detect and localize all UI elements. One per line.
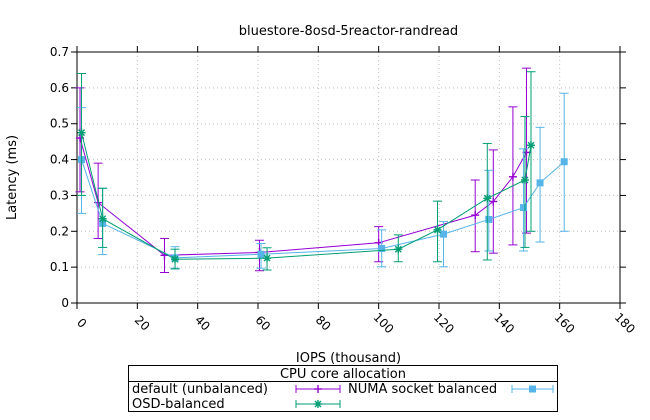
data-point-marker [433,225,442,234]
x-tick-label: 140 [491,310,517,336]
legend-sample-marker [529,385,536,393]
y-tick-label: 0.2 [50,224,69,238]
legend-label: OSD-balanced [132,397,225,412]
y-tick-label: 0.5 [50,117,69,131]
y-tick-label: 0.4 [50,153,69,167]
data-point-marker [560,158,568,166]
x-tick-label: 20 [132,313,153,334]
data-point-marker [471,211,480,220]
marker-stroke [521,176,529,184]
marker-stroke [314,400,322,408]
series-numa-socket-balanced [77,92,569,269]
series-line [81,132,532,260]
data-point-marker [263,254,272,263]
marker-stroke [78,129,86,137]
axis-ticks [71,46,626,309]
data-point-marker [98,214,107,223]
legend-label: default (unbalanced) [132,382,268,397]
legend: CPU core allocation default (unbalanced) N… [128,365,558,412]
data-point-marker [508,172,517,181]
legend-item-osd-balanced: OSD-balanced [132,397,341,412]
x-tick-label: 40 [192,313,213,334]
legend-box [128,365,558,412]
plot-border [76,51,621,304]
series-line [79,137,527,256]
y-tick-label: 0.6 [50,81,69,95]
y-tick-label: 0 [61,296,69,310]
marker-stroke [99,215,107,223]
data-point-marker [171,255,180,264]
data-point-marker [519,204,527,212]
grid [76,51,621,304]
legend-label: NUMA socket balanced [348,382,497,397]
data-point-marker [485,215,493,223]
legend-item-numa-socket-balanced: NUMA socket balanced [348,382,554,397]
series-osd-balanced [77,71,536,271]
marker-stroke [433,226,441,234]
x-tick-label: 100 [370,310,396,336]
error-bars [77,92,569,269]
y-tick-label: 0.7 [50,45,69,59]
data-point-marker [257,250,265,258]
x-tick-label: 60 [252,313,273,334]
series-line [81,159,565,259]
data-point-marker [489,197,498,206]
x-axis-label: IOPS (thousand) [296,351,401,366]
data-point-marker [520,176,529,185]
data-point-marker [536,179,544,187]
y-tick-label: 0.3 [50,188,69,202]
x-tick-label: 160 [551,310,577,336]
legend-sample-marker [314,400,322,408]
data-point-marker [527,141,536,150]
data-point-marker [440,230,448,238]
y-tick-label: 0.1 [50,260,69,274]
x-tick-label: 0 [74,316,89,331]
marker-stroke [263,254,271,262]
legend-item-default-unbalanced-: default (unbalanced) [132,382,341,397]
y-axis-label: Latency (ms) [5,135,20,220]
data-point-marker [77,128,86,137]
data-point-marker [378,244,386,252]
x-tick-label: 180 [612,310,638,336]
data-point-marker [483,194,492,203]
marker-stroke [394,245,402,253]
x-tick-label: 80 [313,313,334,334]
chart-title: bluestore-8osd-5reactor-randread [239,24,458,39]
legend-title: CPU core allocation [280,367,406,382]
marker-stroke [171,255,179,263]
marker-stroke [483,194,491,202]
marker-stroke [527,141,535,149]
data-point-marker [394,245,403,254]
x-tick-label: 120 [431,310,457,336]
legend-sample-marker [314,385,322,393]
